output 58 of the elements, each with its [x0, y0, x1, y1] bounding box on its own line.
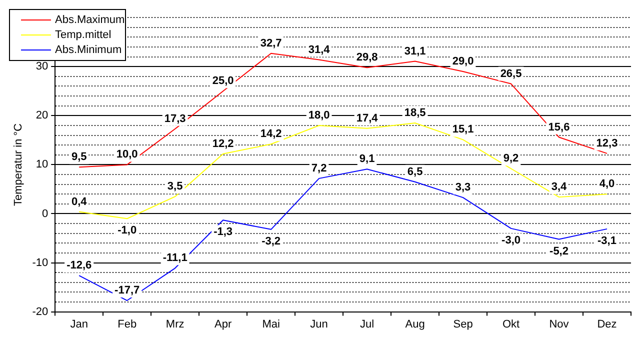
- data-label: 0,4: [71, 196, 88, 208]
- x-tick-label: Feb: [118, 318, 137, 330]
- x-tick-label: Mrz: [166, 318, 184, 330]
- x-tick-label: Apr: [214, 318, 232, 330]
- y-tick-label: -10: [32, 256, 48, 269]
- y-tick-label: 20: [36, 110, 48, 122]
- data-label: 25,0: [212, 75, 234, 88]
- data-label: 6,5: [407, 166, 423, 178]
- x-tick-label: Jan: [70, 318, 88, 330]
- data-label: 3,3: [455, 182, 471, 194]
- legend-label: Temp.mittel: [55, 29, 112, 42]
- data-label: -3,0: [502, 234, 521, 246]
- data-label: -12,6: [66, 260, 92, 272]
- y-tick-label: 0: [42, 208, 48, 220]
- data-label: 18,0: [308, 110, 330, 122]
- x-tick-label: Dez: [597, 318, 617, 330]
- x-tick-label: Okt: [502, 318, 520, 330]
- data-label: 3,4: [551, 181, 568, 194]
- data-label: 29,8: [356, 52, 378, 64]
- x-tick-label: Mai: [262, 318, 280, 330]
- y-tick-label: 10: [36, 158, 48, 171]
- data-label: -1,0: [118, 224, 137, 237]
- data-label: 4,0: [599, 178, 615, 190]
- data-label: -11,1: [162, 252, 188, 264]
- data-label: 14,2: [260, 128, 282, 140]
- data-label: 17,4: [356, 112, 379, 124]
- data-label: -17,7: [114, 284, 140, 297]
- x-tick-label: Aug: [405, 318, 425, 330]
- data-label: -3,2: [262, 235, 281, 248]
- data-label: 18,5: [404, 107, 426, 120]
- data-label: -5,2: [550, 245, 568, 258]
- data-label: 7,2: [311, 162, 327, 174]
- data-label: 15,1: [452, 124, 474, 136]
- x-tick-label: Nov: [549, 318, 570, 330]
- y-tick-label: 30: [36, 60, 48, 73]
- data-label: 31,4: [308, 44, 331, 56]
- data-label: 12,3: [596, 137, 618, 150]
- legend-label: Abs.Maximum: [55, 14, 125, 26]
- data-label: 15,6: [548, 121, 570, 134]
- data-label: -3,1: [598, 234, 616, 247]
- data-label: 9,2: [503, 152, 519, 165]
- data-label: 12,2: [212, 138, 234, 150]
- data-label: -1,3: [214, 226, 233, 238]
- data-label: 29,0: [452, 56, 474, 68]
- y-axis-title: Temperatur in °C: [12, 123, 25, 206]
- x-tick-label: Sep: [453, 318, 473, 330]
- x-tick-label: Jul: [360, 318, 374, 330]
- data-label: 17,3: [164, 112, 186, 125]
- data-label: 3,5: [167, 180, 183, 193]
- data-label: 26,5: [500, 68, 522, 80]
- data-label: 9,5: [71, 151, 87, 164]
- legend-label: Abs.Minimum: [55, 44, 122, 56]
- data-label: 32,7: [260, 37, 282, 50]
- y-tick-label: -20: [32, 306, 48, 318]
- data-label: 10,0: [116, 148, 138, 161]
- x-tick-label: Jun: [310, 318, 328, 330]
- data-label: 9,1: [359, 153, 375, 166]
- data-label: 31,1: [404, 45, 426, 58]
